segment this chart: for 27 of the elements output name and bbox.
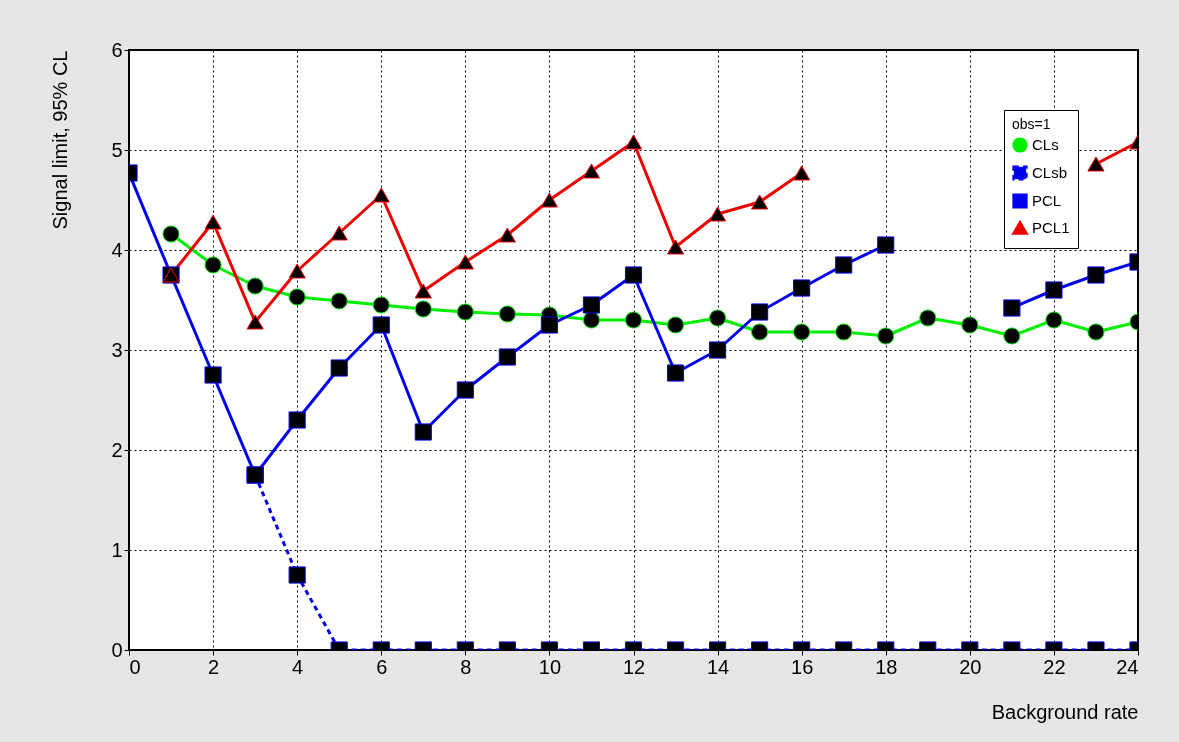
legend-label: PCL1 bbox=[1032, 219, 1070, 236]
x-tick-label: 14 bbox=[706, 655, 730, 678]
y-tick-label: 3 bbox=[111, 338, 123, 361]
x-tick-label: 22 bbox=[1043, 655, 1066, 678]
y-tick-label: 6 bbox=[111, 38, 123, 61]
x-tick-label: 20 bbox=[959, 655, 982, 678]
y-tick-label: 1 bbox=[111, 538, 123, 561]
x-tick-label: 6 bbox=[376, 655, 388, 678]
legend-label: CLsb bbox=[1032, 164, 1068, 181]
x-tick-label: 2 bbox=[208, 655, 220, 678]
x-tick-label: 0 bbox=[129, 655, 141, 678]
y-axis-title: Signal limit, 95% CL bbox=[49, 50, 72, 230]
x-tick-label: 10 bbox=[538, 655, 562, 678]
y-tick-label: 2 bbox=[111, 438, 123, 461]
y-tick-label: 5 bbox=[111, 138, 123, 161]
x-tick-label: 18 bbox=[875, 655, 898, 678]
x-tick-label: 24 bbox=[1116, 655, 1139, 678]
y-tick-label: 4 bbox=[111, 238, 123, 261]
x-tick-label: 4 bbox=[292, 655, 304, 678]
legend-label: PCL bbox=[1032, 192, 1062, 209]
x-tick-label: 12 bbox=[622, 655, 646, 678]
legend-title: obs=1 bbox=[1012, 116, 1051, 132]
legend-label: CLs bbox=[1032, 136, 1059, 153]
x-tick-label: 8 bbox=[460, 655, 472, 678]
x-axis-title: Background rate bbox=[991, 700, 1139, 723]
x-tick-label: 16 bbox=[791, 655, 814, 678]
y-tick-label: 0 bbox=[111, 638, 123, 661]
